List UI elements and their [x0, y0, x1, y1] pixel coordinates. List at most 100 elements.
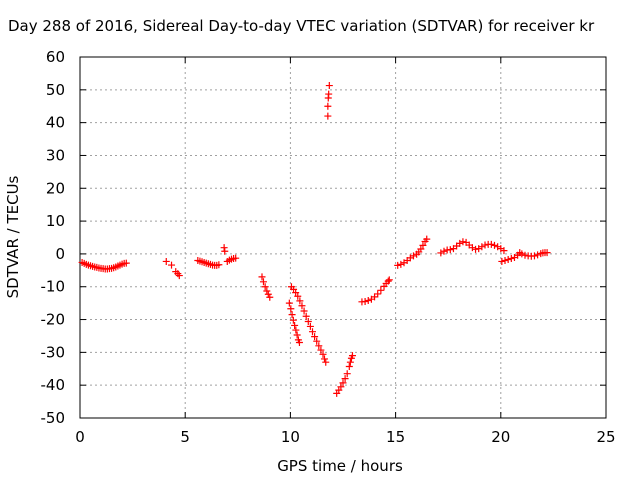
- data-point: [384, 277, 392, 285]
- data-point: [258, 273, 266, 281]
- data-point: [437, 249, 445, 257]
- data-point: [287, 305, 295, 313]
- data-point: [440, 247, 448, 255]
- data-point: [409, 252, 417, 260]
- data-point: [308, 328, 316, 336]
- data-point: [325, 90, 333, 98]
- data-point: [419, 241, 427, 249]
- data-point: [423, 235, 431, 243]
- data-point: [292, 289, 300, 297]
- data-point: [472, 245, 480, 253]
- data-point: [530, 252, 538, 260]
- data-point: [263, 287, 271, 295]
- data-series: [78, 82, 551, 397]
- x-tick-label: 20: [491, 428, 510, 446]
- data-point: [446, 246, 454, 254]
- data-point: [346, 358, 354, 366]
- plot-frame: [79, 56, 607, 419]
- data-point: [459, 238, 467, 246]
- x-tick-label: 15: [386, 428, 405, 446]
- data-point: [374, 290, 382, 298]
- data-point: [543, 249, 551, 257]
- data-point: [534, 251, 542, 259]
- data-point: [468, 244, 476, 252]
- y-tick-label: 60: [46, 48, 65, 66]
- data-point: [498, 257, 506, 265]
- data-point: [322, 358, 330, 366]
- data-point: [487, 240, 495, 248]
- data-point: [490, 241, 498, 249]
- data-point: [300, 307, 308, 315]
- data-point: [304, 318, 312, 326]
- data-point: [311, 333, 319, 341]
- data-point: [320, 355, 328, 363]
- data-point: [306, 322, 314, 330]
- x-tick-label: 25: [596, 428, 615, 446]
- data-point: [481, 241, 489, 249]
- x-tick-label: 0: [75, 428, 85, 446]
- axis-ticks: [79, 56, 607, 419]
- data-point: [232, 254, 240, 262]
- y-tick-label: -10: [41, 278, 66, 296]
- y-tick-labels: -50 -40 -30 -20 -10 0 10 20 30 40 50 60: [41, 48, 66, 427]
- x-axis-label: GPS time / hours: [277, 457, 403, 475]
- data-point: [288, 311, 296, 319]
- y-tick-label: -20: [41, 311, 66, 329]
- data-point: [291, 321, 299, 329]
- data-point: [292, 326, 300, 334]
- data-point: [348, 352, 356, 360]
- data-point: [289, 316, 297, 324]
- data-point: [361, 297, 369, 305]
- data-point: [293, 331, 301, 339]
- x-tick-label: 5: [180, 428, 190, 446]
- y-tick-label: -40: [41, 376, 66, 394]
- data-point: [259, 278, 267, 286]
- data-point: [298, 302, 306, 310]
- data-point: [507, 255, 515, 263]
- data-point: [294, 292, 302, 300]
- data-point: [385, 276, 393, 284]
- data-point: [478, 243, 486, 251]
- y-tick-label: 20: [46, 179, 65, 197]
- data-point: [162, 257, 170, 265]
- y-axis-label: SDTVAR / TECUs: [4, 175, 22, 298]
- chart-title: Day 288 of 2016, Sidereal Day-to-day VTE…: [8, 17, 595, 35]
- data-point: [266, 293, 274, 301]
- data-point: [339, 379, 347, 387]
- data-point: [504, 255, 512, 263]
- y-tick-label: 40: [46, 114, 65, 132]
- data-point: [319, 350, 327, 358]
- data-point: [296, 297, 304, 305]
- y-tick-label: 30: [46, 146, 65, 164]
- data-point: [221, 247, 229, 255]
- data-point: [168, 261, 176, 269]
- y-tick-label: -50: [41, 409, 66, 427]
- data-point: [175, 272, 183, 280]
- data-point: [417, 245, 425, 253]
- data-point: [220, 244, 228, 252]
- data-point: [397, 260, 405, 268]
- data-point: [456, 239, 464, 247]
- data-point: [341, 375, 349, 383]
- data-point: [324, 112, 332, 120]
- y-tick-label: 0: [55, 245, 65, 263]
- data-point: [302, 312, 310, 320]
- data-point: [518, 250, 526, 258]
- data-point: [285, 299, 293, 307]
- y-tick-label: 10: [46, 212, 65, 230]
- data-point: [295, 339, 303, 347]
- data-point: [337, 383, 345, 391]
- x-tick-label: 10: [281, 428, 300, 446]
- data-point: [501, 256, 509, 264]
- data-point: [317, 346, 325, 354]
- data-point: [500, 247, 508, 255]
- grid-lines: [80, 57, 606, 418]
- y-tick-label: -30: [41, 343, 66, 361]
- data-point: [325, 82, 333, 90]
- data-point: [377, 286, 385, 294]
- data-point: [324, 102, 332, 110]
- data-point: [315, 342, 323, 350]
- data-point: [343, 370, 351, 378]
- data-point: [521, 251, 529, 259]
